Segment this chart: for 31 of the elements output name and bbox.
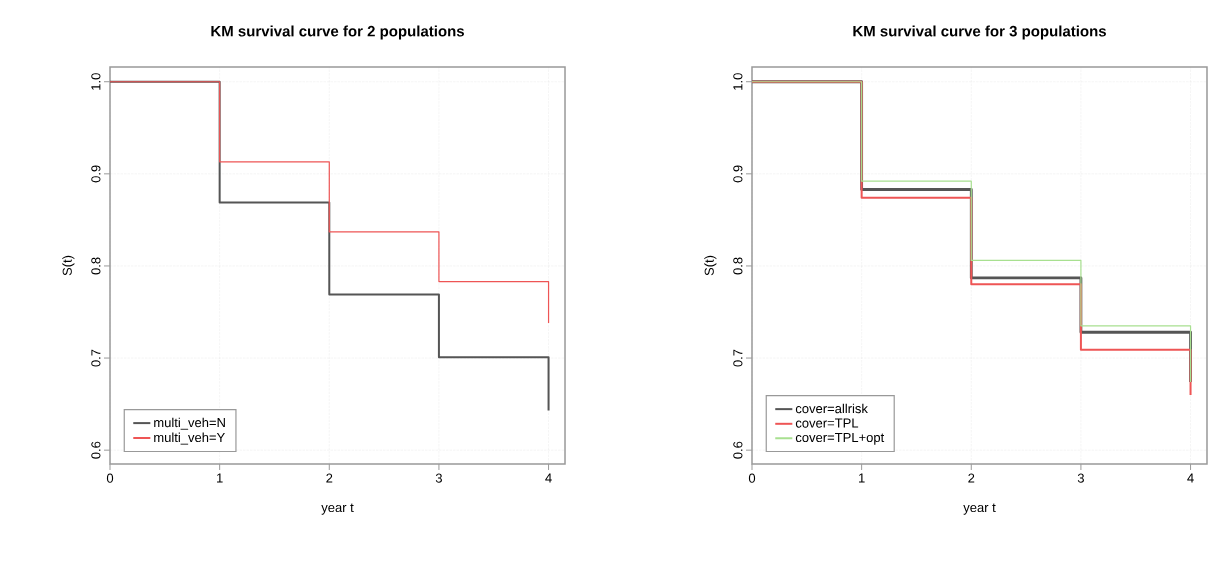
y-tick-label: 0.7 — [91, 349, 101, 367]
x-tick-label: 4 — [1187, 473, 1194, 483]
y-tick-label: 0.8 — [733, 257, 743, 275]
x-tick-label: 2 — [326, 473, 333, 483]
legend-label: cover=allrisk — [795, 403, 868, 414]
x-tick-label: 4 — [545, 473, 552, 483]
x-tick-label: 0 — [748, 473, 756, 483]
chart-title: KM survival curve for 3 populations — [853, 25, 1106, 40]
x-tick-label: 3 — [435, 473, 442, 483]
legend-label: cover=TPL — [795, 418, 859, 428]
x-axis-title: year t — [963, 503, 996, 515]
x-tick-label: 0 — [106, 473, 114, 483]
x-tick-label: 3 — [1077, 473, 1084, 483]
chart-title: KM survival curve for 2 populations — [211, 25, 464, 40]
legend-label: cover=TPL+opt — [795, 433, 885, 445]
y-tick-label: 0.6 — [91, 441, 101, 459]
legend-label: multi_veh=N — [154, 417, 225, 430]
x-axis-title: year t — [321, 503, 354, 515]
y-axis-title: S(t) — [704, 255, 717, 276]
y-tick-label: 0.7 — [733, 349, 743, 367]
y-tick-label: 0.8 — [91, 257, 101, 275]
y-axis-title: S(t) — [62, 255, 75, 276]
y-tick-label: 0.9 — [733, 165, 743, 183]
x-tick-label: 1 — [859, 473, 865, 483]
legend-label: multi_veh=Y — [154, 432, 225, 445]
x-tick-label: 1 — [217, 473, 223, 483]
y-tick-label: 0.9 — [91, 165, 101, 183]
y-tick-label: 1.0 — [733, 73, 743, 90]
y-tick-label: 0.6 — [733, 441, 743, 459]
x-tick-label: 2 — [968, 473, 975, 483]
y-tick-label: 1.0 — [91, 73, 101, 90]
